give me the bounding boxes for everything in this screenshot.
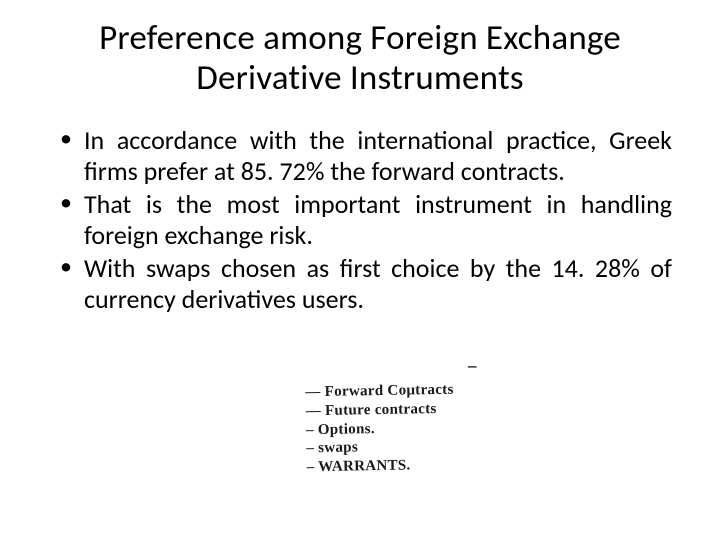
slide-title: Preference among Foreign Exchange Deriva… [48,18,672,99]
handwritten-notes: — Forward Coμtracts — Future contracts –… [305,381,455,477]
handwritten-line: — Future contracts [306,399,455,420]
bullet-item: With swaps chosen as first choice by the… [60,253,672,315]
handwritten-line: — Forward Coμtracts [305,381,454,402]
handwritten-arrow: – [468,356,477,376]
bullet-list: In accordance with the international pra… [48,125,672,316]
bullet-item: That is the most important instrument in… [60,189,672,251]
handwritten-line: – WARRANTS. [307,456,456,477]
bullet-item: In accordance with the international pra… [60,125,672,187]
slide-container: Preference among Foreign Exchange Deriva… [0,0,720,316]
